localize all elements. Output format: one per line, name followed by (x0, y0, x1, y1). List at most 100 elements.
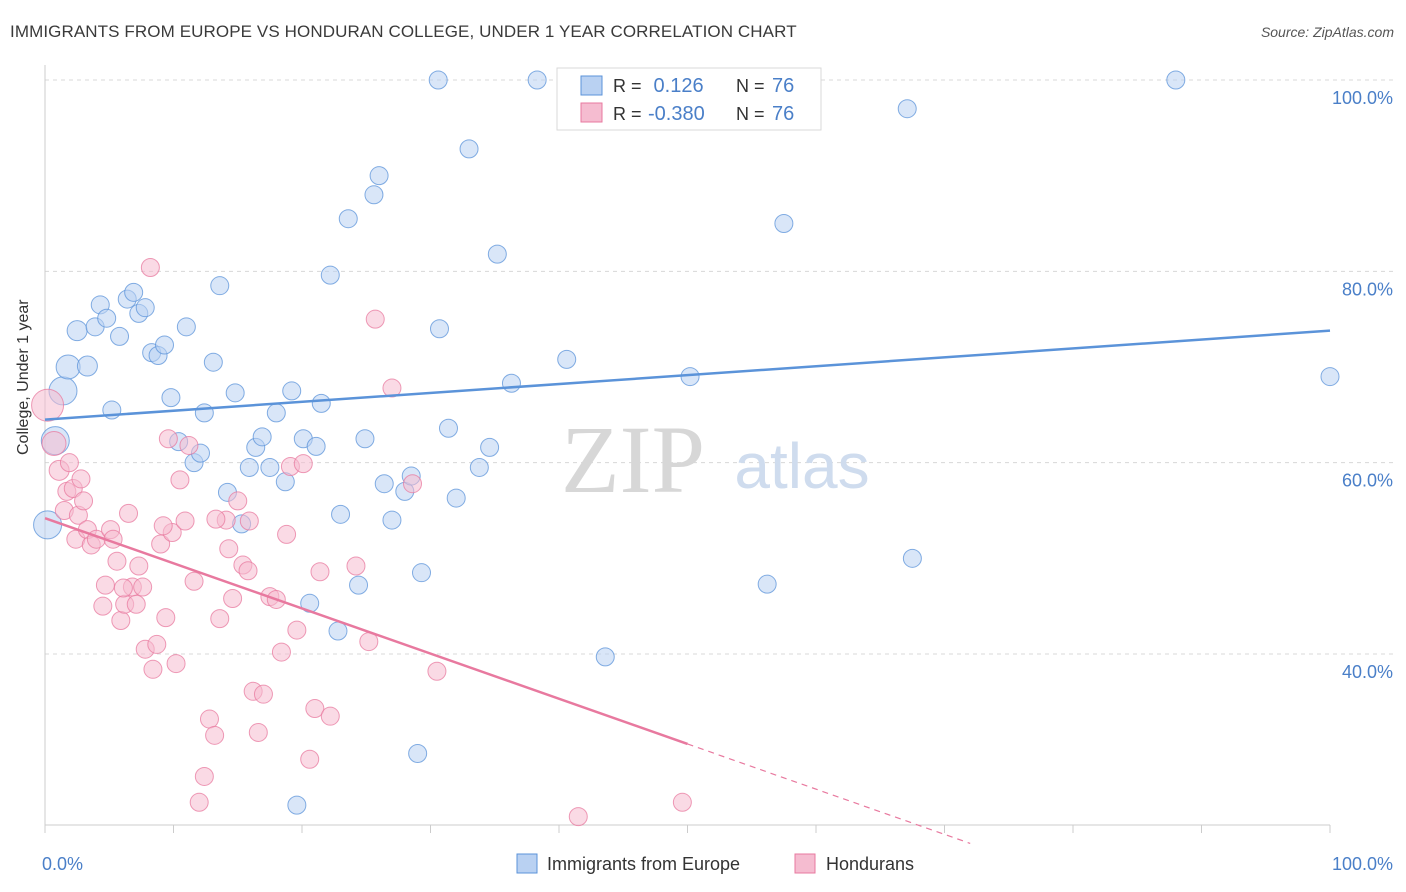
y-tick-label: 40.0% (1342, 662, 1393, 682)
data-point (595, 647, 615, 667)
data-point (156, 608, 176, 628)
data-point (271, 642, 291, 662)
data-point (133, 577, 153, 597)
data-point (66, 320, 88, 342)
data-point (403, 474, 423, 494)
x-tick-label: 0.0% (42, 854, 83, 874)
data-point (223, 589, 243, 609)
data-point (365, 309, 385, 329)
legend-r-value-2: -0.380 (648, 103, 705, 125)
data-point (311, 393, 331, 413)
data-point (170, 470, 190, 490)
data-point (527, 70, 547, 90)
data-point (225, 383, 245, 403)
legend-r-label-2: R = (613, 104, 642, 124)
data-point (320, 265, 340, 285)
data-point (1166, 70, 1186, 90)
data-point (305, 699, 325, 719)
data-point (206, 509, 226, 529)
data-point (331, 504, 351, 524)
legend-r-label-1: R = (613, 76, 642, 96)
data-point (194, 403, 214, 423)
data-point (487, 244, 507, 264)
data-point (282, 381, 302, 401)
data-point (166, 654, 186, 674)
data-point (239, 511, 259, 531)
legend-n-label-1: N = (736, 76, 765, 96)
bottom-legend-label-hondurans: Hondurans (826, 854, 914, 874)
data-point (135, 298, 155, 318)
data-point (179, 435, 199, 455)
data-point (328, 621, 348, 641)
data-point (774, 214, 794, 233)
data-point (374, 474, 394, 494)
x-tick-labels: 0.0% 100.0% (42, 854, 1393, 874)
watermark-atlas: atlas (734, 430, 869, 502)
data-point (194, 766, 214, 786)
data-point (349, 575, 369, 595)
data-point (161, 388, 181, 408)
data-point (143, 659, 163, 679)
legend-swatch-pink (580, 102, 603, 123)
data-point (203, 352, 223, 372)
data-point (124, 282, 144, 302)
data-point (153, 516, 173, 536)
source-label: Source: ZipAtlas.com (1260, 24, 1394, 40)
data-point (248, 722, 268, 742)
data-point (107, 551, 127, 571)
data-point (346, 556, 366, 576)
data-point (210, 276, 230, 296)
data-point (175, 511, 195, 531)
data-point (111, 611, 131, 631)
data-point (310, 562, 330, 582)
data-point (1320, 367, 1340, 387)
data-point (239, 457, 259, 477)
data-point (155, 335, 175, 355)
data-point (113, 578, 133, 598)
data-point (897, 99, 917, 119)
correlation-legend: R = 0.126 N = 76 R = -0.380 N = 76 (556, 67, 822, 131)
data-point (41, 431, 67, 457)
bottom-legend-label-europe: Immigrants from Europe (547, 854, 740, 874)
data-point (205, 725, 225, 745)
data-point (338, 209, 358, 229)
y-tick-label: 60.0% (1342, 471, 1393, 491)
series-legend: Immigrants from Europe Hondurans (516, 853, 914, 874)
trend-line (44, 329, 1331, 421)
data-point (158, 429, 178, 449)
legend-n-value-2: 76 (772, 103, 794, 125)
data-point (199, 709, 219, 729)
data-point (446, 488, 466, 508)
data-point (459, 139, 479, 159)
bottom-legend-swatch-pink (794, 853, 816, 874)
data-point (210, 609, 230, 629)
data-point (428, 70, 448, 90)
data-point (260, 457, 280, 477)
data-point (277, 524, 297, 544)
data-point (501, 373, 521, 393)
y-tick-labels: 40.0% 60.0% 80.0% 100.0% (1332, 88, 1393, 682)
data-point (93, 596, 113, 616)
data-point (238, 561, 258, 581)
data-point (427, 661, 447, 681)
data-point (320, 706, 340, 726)
data-point (184, 571, 204, 591)
data-point (266, 403, 286, 423)
data-point (429, 319, 449, 339)
data-point (228, 491, 248, 511)
data-point (293, 454, 313, 474)
data-point (438, 418, 458, 438)
series-hondurans (31, 258, 692, 827)
data-point (557, 349, 577, 369)
data-point (469, 457, 489, 477)
data-point (369, 166, 389, 186)
data-point (59, 453, 79, 473)
data-point (140, 258, 160, 278)
data-point (382, 510, 402, 530)
data-point (151, 534, 171, 554)
data-point (408, 743, 428, 763)
data-point (76, 355, 98, 377)
data-point (219, 539, 239, 559)
data-point (672, 792, 692, 812)
